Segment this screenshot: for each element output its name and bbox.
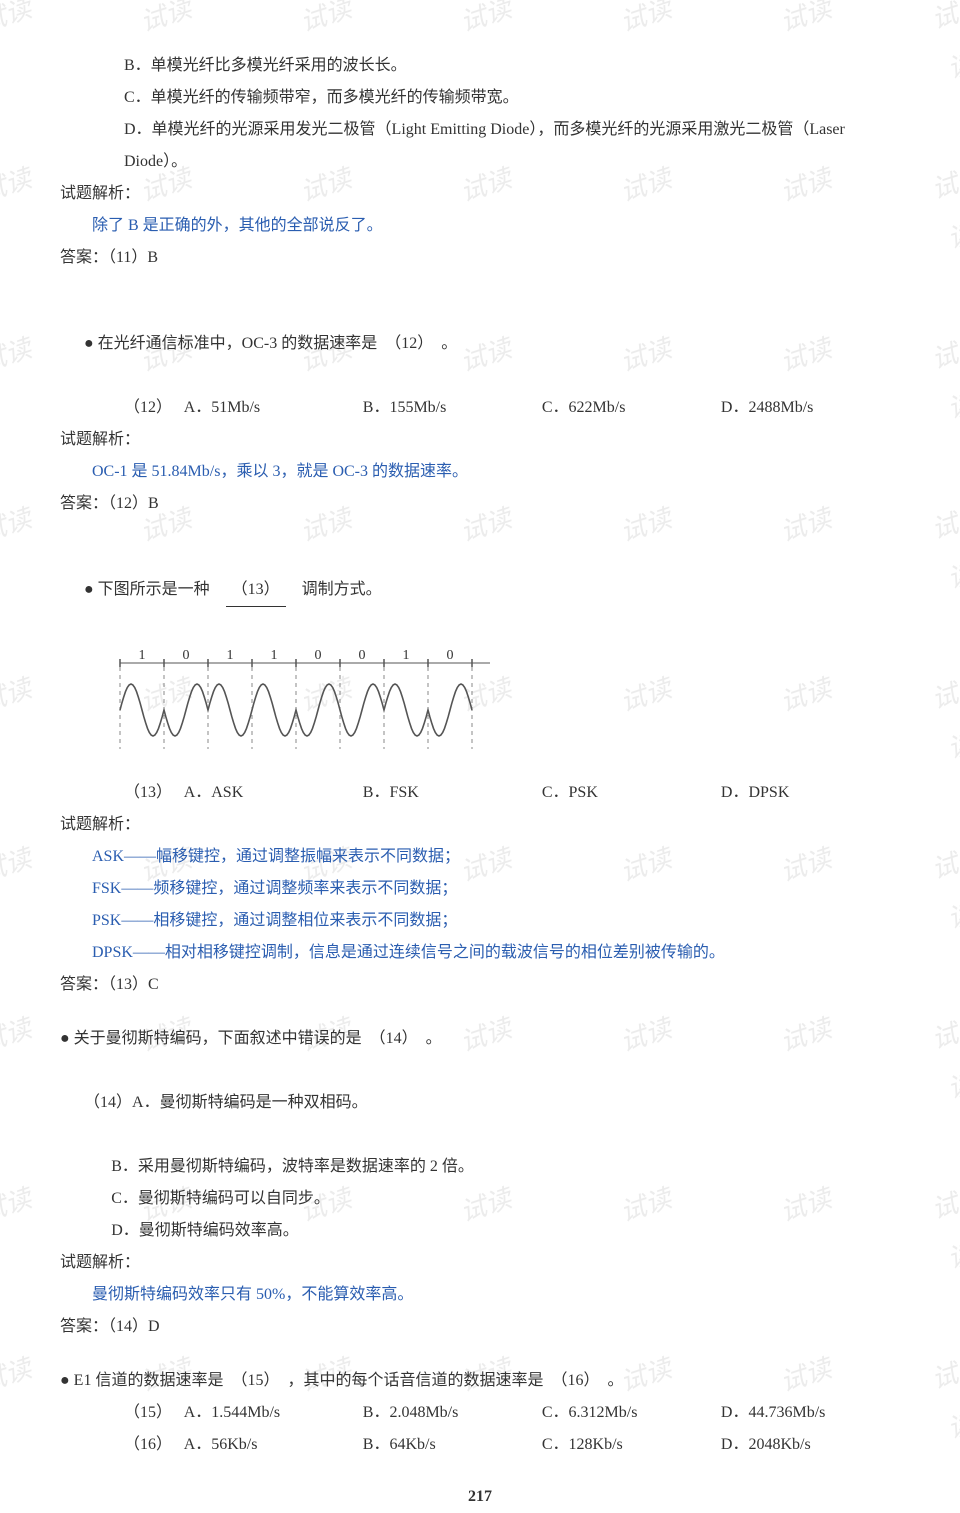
svg-text:1: 1 [271,648,278,663]
q14-answer: 答案：（14）D [60,1311,900,1343]
q15-stem: ● E1 信道的数据速率是 （15） ，其中的每个话音信道的数据速率是 （16）… [60,1365,900,1397]
q16-num: （16） [124,1429,184,1461]
q12-stem-text: ● 在光纤通信标准中，OC-3 的数据速率是 （12） 。 [84,335,457,352]
analysis-label: 试题解析： [60,178,900,210]
waveform-svg: 1 0 1 1 0 0 1 0 [108,645,508,755]
q13-num: （13） [124,777,184,809]
q13-an-3: DPSK——相对相移键控调制，信息是通过连续信号之间的载波信号的相位差别被传输的… [60,937,900,969]
q13-opt-c: C．PSK [542,777,721,809]
page-number: 217 [60,1481,900,1513]
q15-block: ● E1 信道的数据速率是 （15） ，其中的每个话音信道的数据速率是 （16）… [60,1365,900,1461]
q13-opt-a: A．ASK [184,777,363,809]
q11-opt-c: C．单模光纤的传输频带窄，而多模光纤的传输频带宽。 [60,82,900,114]
q14-opt-d: D．曼彻斯特编码效率高。 [60,1215,900,1247]
q13-block: ● 下图所示是一种 （13） 调制方式。 1 0 1 1 0 0 1 0 （13） A．ASK… [60,542,900,1001]
analysis-label: 试题解析： [60,809,900,841]
q13-blank: （13） [226,574,286,607]
q13-answer: 答案：（13）C [60,969,900,1001]
q11-answer: 答案：（11）B [60,242,900,274]
q11-opt-b: B．单模光纤比多模光纤采用的波长长。 [60,50,900,82]
q15-opt-b: B．2.048Mb/s [363,1397,542,1429]
q16-opt-b: B．64Kb/s [363,1429,542,1461]
q13-stem: ● 下图所示是一种 （13） 调制方式。 [60,542,900,639]
q13-options: （13） A．ASK B．FSK C．PSK D．DPSK [60,777,900,809]
q15-opt-d: D．44.736Mb/s [721,1397,900,1429]
svg-text:1: 1 [227,648,234,663]
svg-text:0: 0 [359,648,366,663]
q11-analysis: 除了 B 是正确的外，其他的全部说反了。 [60,210,900,242]
q12-opt-c: C．622Mb/s [542,392,721,424]
q14-num: （14） [84,1094,132,1111]
q14-opt-c: C．曼彻斯特编码可以自同步。 [60,1183,900,1215]
q14-stem: ● 关于曼彻斯特编码，下面叙述中错误的是 （14） 。 [60,1023,900,1055]
q12-opt-d: D．2488Mb/s [721,392,900,424]
q12-stem: ● 在光纤通信标准中，OC-3 的数据速率是 （12） 。 [60,296,900,392]
svg-text:1: 1 [403,648,410,663]
q12-opt-a: A．51Mb/s [184,392,363,424]
analysis-label: 试题解析： [60,1247,900,1279]
q13-stem-pre: ● 下图所示是一种 [84,581,226,598]
q12-analysis: OC-1 是 51.84Mb/s，乘以 3，就是 OC-3 的数据速率。 [60,456,900,488]
q13-an-0: ASK——幅移键控，通过调整振幅来表示不同数据； [60,841,900,873]
q12-options: （12） A．51Mb/s B．155Mb/s C．622Mb/s D．2488… [60,392,900,424]
svg-text:0: 0 [183,648,190,663]
q15-num: （15） [124,1397,184,1429]
q12-opt-b: B．155Mb/s [363,392,542,424]
q16-opt-a: A．56Kb/s [184,1429,363,1461]
q14-analysis: 曼彻斯特编码效率只有 50%，不能算效率高。 [60,1279,900,1311]
q13-opt-d: D．DPSK [721,777,900,809]
q11-opt-d: D．单模光纤的光源采用发光二极管（Light Emitting Diode），而… [60,114,900,178]
q13-stem-post: 调制方式。 [286,581,382,598]
q12-num: （12） [124,392,184,424]
q13-an-1: FSK——频移键控，通过调整频率来表示不同数据； [60,873,900,905]
q13-opt-b: B．FSK [363,777,542,809]
page-content: B．单模光纤比多模光纤采用的波长长。 C．单模光纤的传输频带窄，而多模光纤的传输… [60,50,900,1513]
q16-options: （16） A．56Kb/s B．64Kb/s C．128Kb/s D．2048K… [60,1429,900,1461]
q15-opt-c: C．6.312Mb/s [542,1397,721,1429]
svg-text:0: 0 [447,648,454,663]
q14-opt-b: B．采用曼彻斯特编码，波特率是数据速率的 2 倍。 [60,1151,900,1183]
q16-opt-c: C．128Kb/s [542,1429,721,1461]
q11-block: B．单模光纤比多模光纤采用的波长长。 C．单模光纤的传输频带窄，而多模光纤的传输… [60,50,900,274]
q14-opt-a: （14）A．曼彻斯特编码是一种双相码。 [60,1055,900,1151]
q14-opt-a-text: A．曼彻斯特编码是一种双相码。 [132,1094,368,1111]
q13-waveform: 1 0 1 1 0 0 1 0 [60,645,900,767]
q16-opt-d: D．2048Kb/s [721,1429,900,1461]
q12-answer: 答案：（12）B [60,488,900,520]
q12-block: ● 在光纤通信标准中，OC-3 的数据速率是 （12） 。 （12） A．51M… [60,296,900,520]
q15-opt-a: A．1.544Mb/s [184,1397,363,1429]
svg-text:1: 1 [139,648,146,663]
q15-options: （15） A．1.544Mb/s B．2.048Mb/s C．6.312Mb/s… [60,1397,900,1429]
q13-an-2: PSK——相移键控，通过调整相位来表示不同数据； [60,905,900,937]
q14-block: ● 关于曼彻斯特编码，下面叙述中错误的是 （14） 。 （14）A．曼彻斯特编码… [60,1023,900,1343]
analysis-label: 试题解析： [60,424,900,456]
svg-text:0: 0 [315,648,322,663]
